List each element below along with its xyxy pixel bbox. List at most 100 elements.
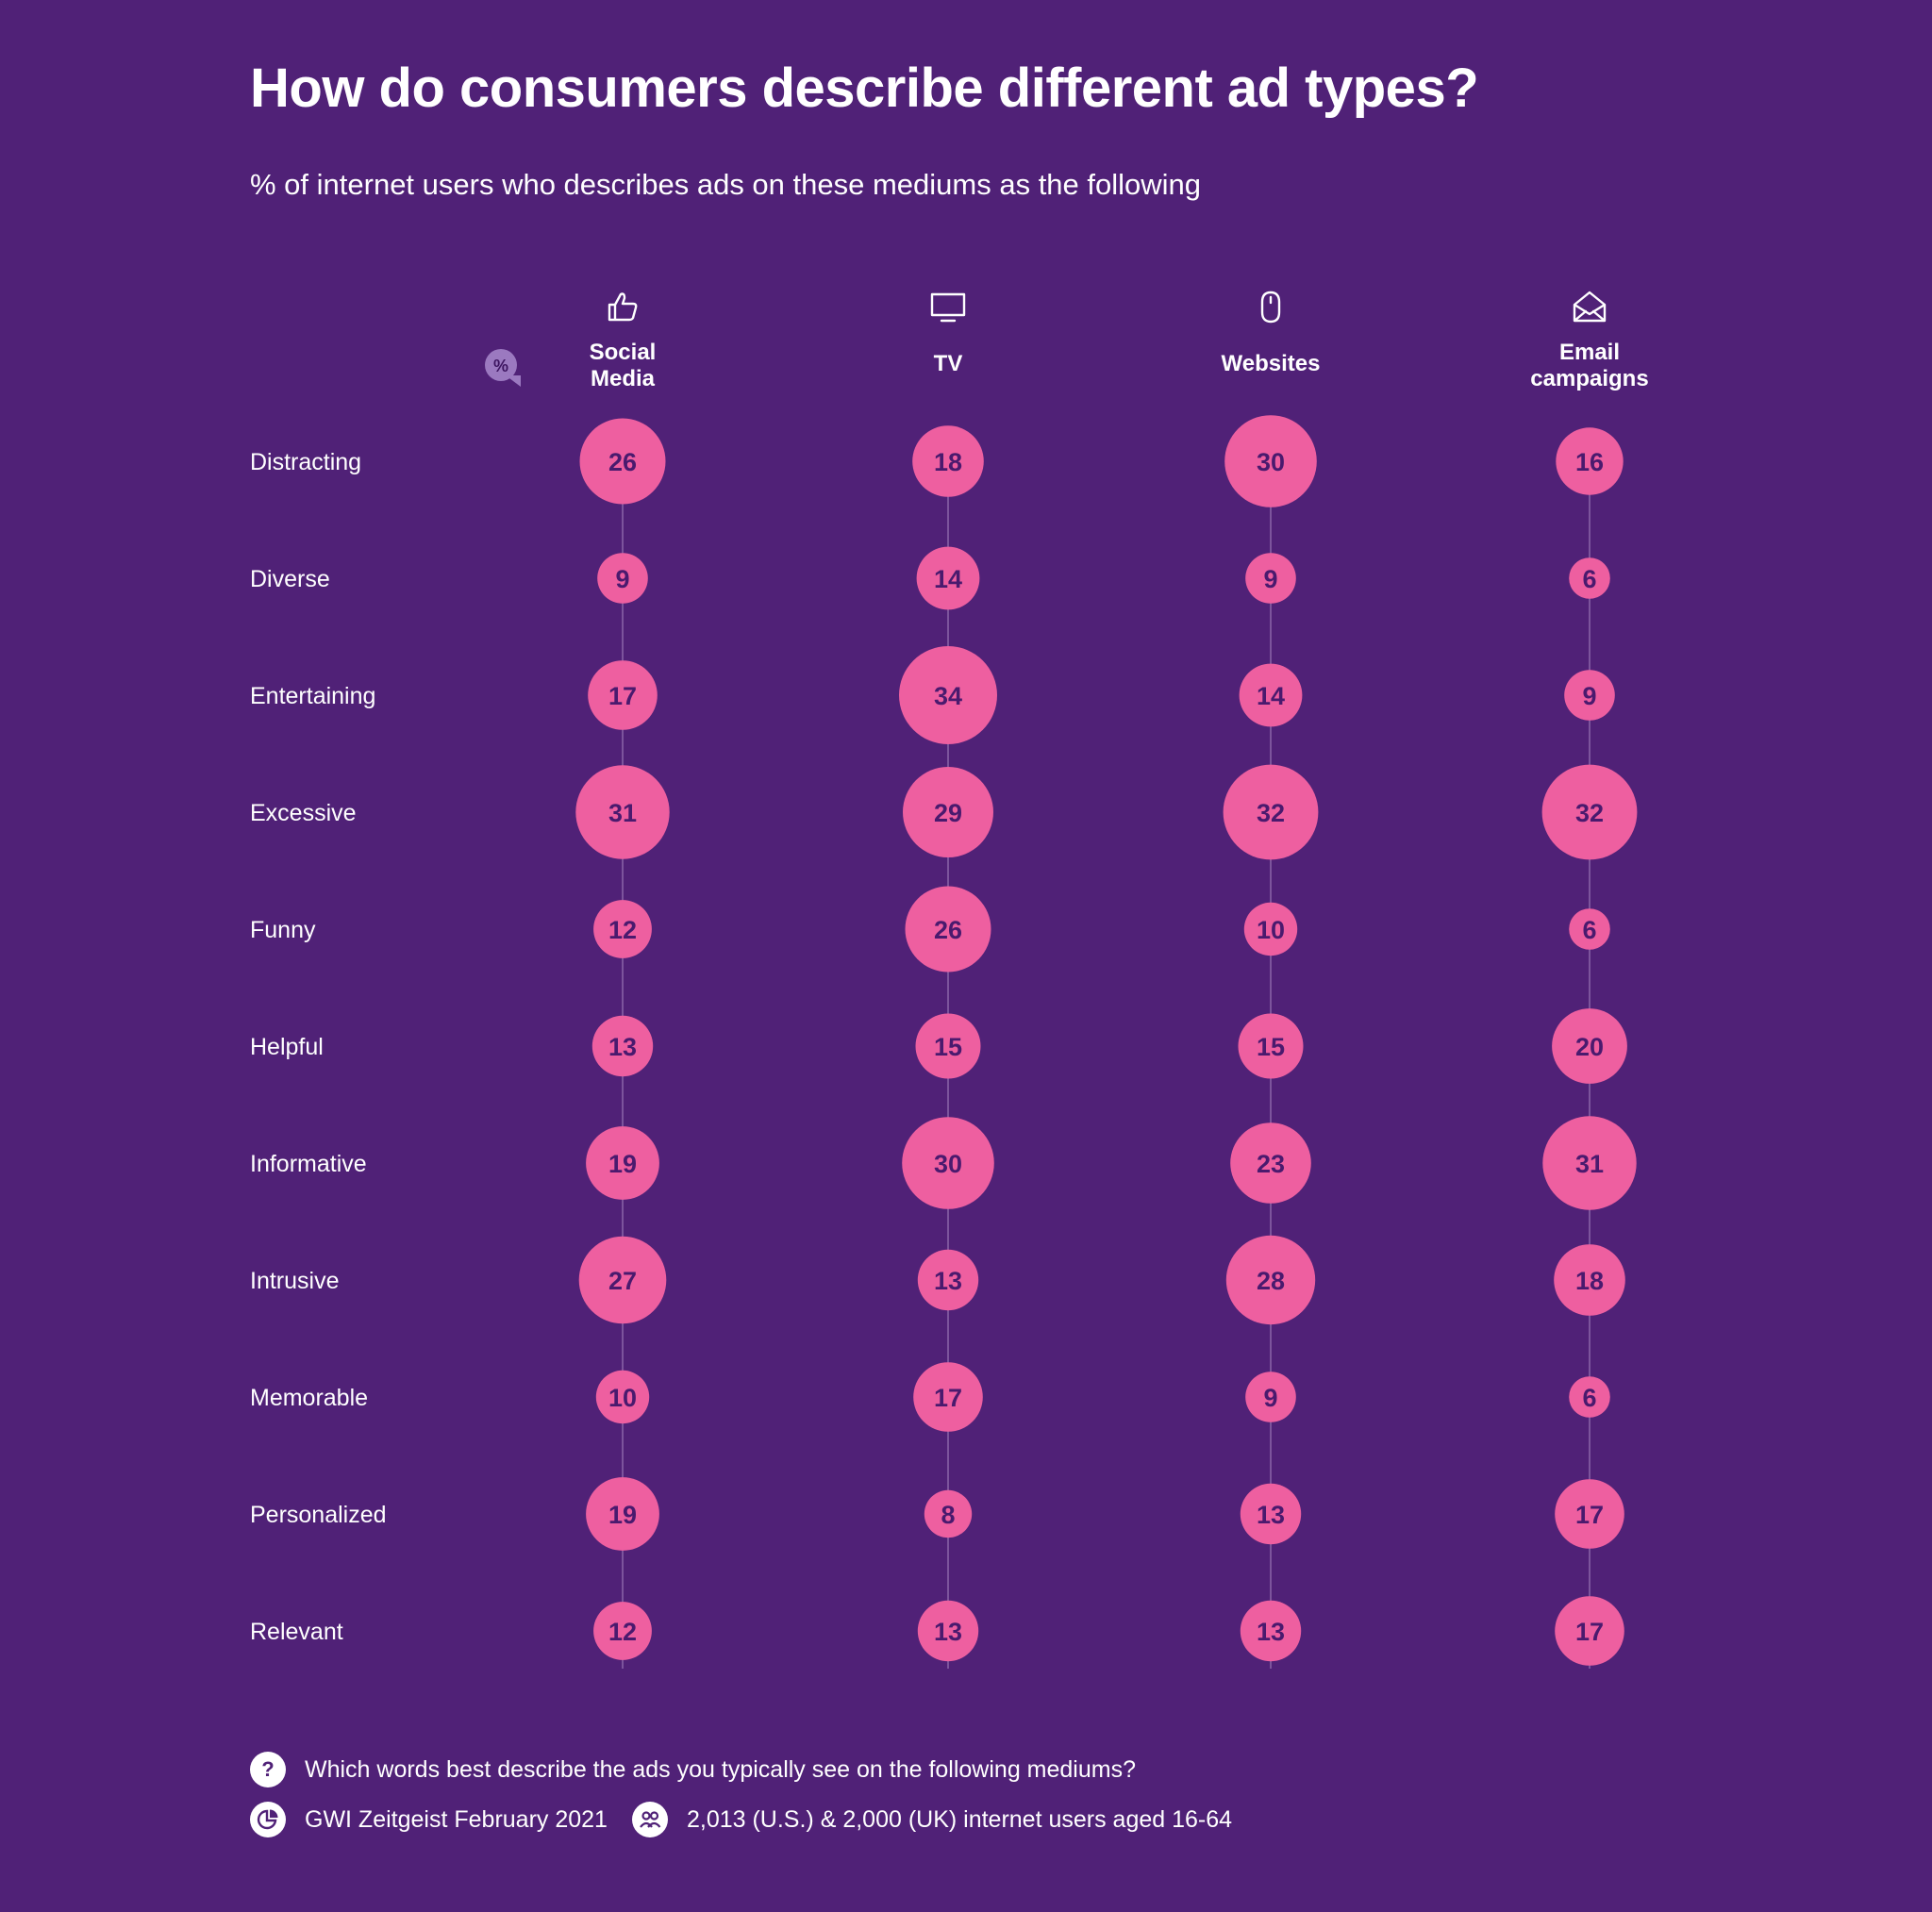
row-label: Diverse	[250, 566, 330, 592]
data-bubble	[593, 900, 652, 958]
data-bubble	[1224, 415, 1317, 507]
data-bubble	[1564, 670, 1615, 721]
row-label: Relevant	[250, 1619, 343, 1645]
data-bubble	[902, 1117, 994, 1209]
data-bubble	[916, 546, 980, 610]
column-header: TV	[934, 351, 963, 376]
data-label: 13	[1257, 1618, 1285, 1646]
data-label: 19	[608, 1501, 637, 1529]
data-label: 9	[1263, 1384, 1277, 1412]
data-label: 15	[1257, 1033, 1285, 1061]
data-label: 14	[1257, 682, 1285, 710]
data-bubble	[899, 646, 997, 744]
percent-badge-label: %	[493, 357, 508, 375]
row-label: Funny	[250, 917, 316, 943]
row-labels: Distracting Diverse Entertaining Excessive F…	[250, 449, 387, 1645]
data-bubble	[1223, 764, 1319, 860]
data-label: 32	[1257, 799, 1285, 827]
data-bubble	[912, 425, 984, 497]
thumbs-up-icon	[608, 292, 638, 322]
data-bubble	[913, 1362, 983, 1432]
data-bubble	[1555, 1479, 1624, 1549]
data-bubble	[924, 1489, 973, 1538]
percent-badge-icon: %	[485, 349, 521, 387]
footer-source: GWI Zeitgeist February 2021 2,013 (U.S.)…	[250, 1802, 1232, 1837]
data-bubble	[1542, 1116, 1637, 1210]
data-label: 34	[934, 682, 962, 710]
data-bubble	[1230, 1122, 1311, 1204]
footer-sample-text: 2,013 (U.S.) & 2,000 (UK) internet users…	[686, 1805, 1233, 1833]
footer-question-text: Which words best describe the ads you ty…	[305, 1755, 1136, 1783]
column-header: Social Media	[590, 340, 657, 391]
data-bubble	[1240, 1483, 1302, 1545]
bubbles: 26 18 30 16 9 14 9 6 17 34 14 9 31 29 32 32 12 26 10 6 13 15 1…	[575, 415, 1638, 1666]
chart-title: How do consumers describe different ad t…	[250, 58, 1479, 119]
data-bubble	[1240, 1600, 1302, 1662]
data-label: 32	[1575, 799, 1604, 827]
data-bubble	[1245, 1372, 1296, 1422]
row-label: Helpful	[250, 1034, 324, 1060]
data-label: 8	[941, 1501, 955, 1529]
data-label: 18	[934, 448, 962, 476]
data-bubble	[595, 1370, 650, 1424]
data-label: 6	[1582, 565, 1596, 593]
data-bubble	[1556, 427, 1624, 495]
footer-question: ? Which words best describe the ads you …	[250, 1752, 1136, 1787]
data-bubble	[575, 765, 670, 859]
data-bubble	[917, 1600, 979, 1662]
data-bubble	[1245, 553, 1296, 604]
data-bubble	[579, 418, 666, 505]
data-bubble	[1552, 1008, 1627, 1084]
data-label: 17	[608, 682, 637, 710]
data-bubble	[578, 1236, 667, 1324]
data-label: 17	[1575, 1618, 1604, 1646]
data-bubble	[905, 886, 991, 973]
data-bubble	[1541, 764, 1638, 860]
data-label: 14	[934, 565, 962, 593]
data-label: 15	[934, 1033, 962, 1061]
data-bubble	[917, 1249, 979, 1311]
data-label: 6	[1582, 1384, 1596, 1412]
data-bubble	[1569, 557, 1610, 599]
data-label: 16	[1575, 448, 1604, 476]
chart-subtitle: % of internet users who describes ads on…	[250, 168, 1202, 201]
row-label: Entertaining	[250, 683, 375, 709]
data-label: 30	[934, 1150, 962, 1178]
data-label: 13	[608, 1033, 637, 1061]
data-bubble	[1569, 1376, 1610, 1418]
data-label: 17	[934, 1384, 962, 1412]
data-bubble	[1555, 1596, 1624, 1666]
data-label: 13	[934, 1618, 962, 1646]
data-label: 19	[608, 1150, 637, 1178]
data-label: 31	[608, 799, 637, 827]
data-label: 10	[608, 1384, 637, 1412]
data-label: 17	[1575, 1501, 1604, 1529]
footer-source-text: GWI Zeitgeist February 2021	[305, 1805, 608, 1833]
data-label: 12	[608, 1618, 637, 1646]
data-label: 10	[1257, 916, 1285, 944]
data-bubble	[915, 1013, 981, 1079]
data-label: 9	[1582, 682, 1596, 710]
data-label: 26	[608, 448, 637, 476]
data-label: 9	[1263, 565, 1277, 593]
column-header: Websites	[1222, 351, 1321, 376]
data-bubble	[1225, 1235, 1316, 1325]
data-label: 6	[1582, 916, 1596, 944]
column-headers: % Social Media TV Websites Email campaigns	[485, 291, 1649, 391]
row-label: Intrusive	[250, 1268, 339, 1294]
data-bubble	[1239, 663, 1303, 727]
data-bubble	[597, 553, 648, 604]
data-label: 18	[1575, 1267, 1604, 1295]
data-label: 27	[608, 1267, 637, 1295]
data-label: 26	[934, 916, 962, 944]
data-bubble	[591, 1015, 654, 1077]
mouse-icon	[1260, 291, 1281, 324]
column-header: Email campaigns	[1530, 340, 1648, 391]
row-label: Distracting	[250, 449, 361, 475]
data-bubble	[588, 660, 658, 730]
pie-chart-icon	[250, 1802, 286, 1837]
data-bubble	[1243, 902, 1298, 956]
data-label: 31	[1575, 1150, 1604, 1178]
data-label: 9	[615, 565, 629, 593]
data-label: 28	[1257, 1267, 1285, 1295]
